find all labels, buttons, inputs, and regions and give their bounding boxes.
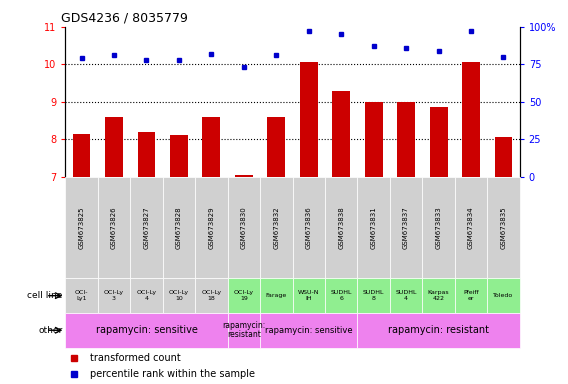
Text: GSM673826: GSM673826 (111, 206, 117, 249)
Text: GSM673838: GSM673838 (338, 206, 344, 249)
Bar (357, 278, 390, 313)
Bar (462, 63, 480, 177)
Bar (162, 177, 195, 278)
Bar (260, 278, 293, 313)
Text: rapamycin: sensitive: rapamycin: sensitive (95, 325, 198, 335)
Bar (202, 117, 220, 177)
Text: OCI-Ly
10: OCI-Ly 10 (169, 290, 189, 301)
Bar (195, 278, 228, 313)
Bar (195, 177, 228, 278)
Bar (293, 177, 325, 278)
Text: SUDHL
6: SUDHL 6 (331, 290, 352, 301)
Bar (357, 313, 520, 348)
Text: WSU-N
IH: WSU-N IH (298, 290, 319, 301)
Bar (365, 102, 383, 177)
Text: rapamycin: sensitive: rapamycin: sensitive (265, 326, 353, 335)
Bar (73, 134, 90, 177)
Text: OCI-Ly
3: OCI-Ly 3 (104, 290, 124, 301)
Bar (429, 108, 448, 177)
Text: SUDHL
4: SUDHL 4 (395, 290, 417, 301)
Text: GSM673833: GSM673833 (436, 206, 441, 249)
Text: GSM673837: GSM673837 (403, 206, 409, 249)
Text: Farage: Farage (266, 293, 287, 298)
Bar (130, 177, 162, 278)
Bar (487, 177, 520, 278)
Bar (228, 278, 260, 313)
Bar (65, 278, 98, 313)
Bar (170, 136, 188, 177)
Bar (228, 313, 260, 348)
Text: rapamycin: resistant: rapamycin: resistant (388, 325, 489, 335)
Bar (300, 63, 318, 177)
Bar (162, 278, 195, 313)
Bar (65, 177, 98, 278)
Bar (228, 177, 260, 278)
Text: GSM673829: GSM673829 (208, 206, 214, 249)
Bar (268, 117, 285, 177)
Bar (325, 177, 357, 278)
Text: rapamycin:
resistant: rapamycin: resistant (222, 321, 265, 339)
Text: OCI-Ly
4: OCI-Ly 4 (136, 290, 157, 301)
Text: GSM673825: GSM673825 (78, 206, 85, 249)
Bar (130, 278, 162, 313)
Text: other: other (38, 326, 62, 335)
Text: Toledo: Toledo (494, 293, 513, 298)
Bar (487, 278, 520, 313)
Bar (455, 177, 487, 278)
Text: GSM673828: GSM673828 (176, 206, 182, 249)
Text: GSM673830: GSM673830 (241, 206, 247, 249)
Text: GDS4236 / 8035779: GDS4236 / 8035779 (61, 11, 187, 24)
Bar (98, 177, 130, 278)
Text: GSM673832: GSM673832 (273, 206, 279, 249)
Bar (325, 278, 357, 313)
Text: GSM673827: GSM673827 (144, 206, 149, 249)
Bar (423, 278, 455, 313)
Bar (357, 177, 390, 278)
Bar (423, 177, 455, 278)
Text: cell line: cell line (27, 291, 62, 300)
Bar (332, 91, 350, 177)
Text: transformed count: transformed count (90, 353, 181, 363)
Bar (455, 278, 487, 313)
Text: Karpas
422: Karpas 422 (428, 290, 449, 301)
Text: GSM673834: GSM673834 (468, 206, 474, 249)
Text: OCI-Ly
19: OCI-Ly 19 (234, 290, 254, 301)
Text: Pfeiff
er: Pfeiff er (463, 290, 479, 301)
Text: OCI-Ly
18: OCI-Ly 18 (201, 290, 222, 301)
Bar (235, 175, 253, 177)
Text: percentile rank within the sample: percentile rank within the sample (90, 369, 255, 379)
Bar (293, 278, 325, 313)
Text: OCI-
Ly1: OCI- Ly1 (75, 290, 88, 301)
Bar (65, 313, 228, 348)
Bar (137, 132, 156, 177)
Text: GSM673831: GSM673831 (371, 206, 377, 249)
Bar (397, 102, 415, 177)
Text: GSM673835: GSM673835 (500, 206, 507, 249)
Bar (390, 177, 423, 278)
Bar (98, 278, 130, 313)
Text: SUDHL
8: SUDHL 8 (363, 290, 385, 301)
Bar (495, 137, 512, 177)
Bar (260, 313, 357, 348)
Bar (390, 278, 423, 313)
Bar (260, 177, 293, 278)
Text: GSM673836: GSM673836 (306, 206, 312, 249)
Bar (105, 117, 123, 177)
